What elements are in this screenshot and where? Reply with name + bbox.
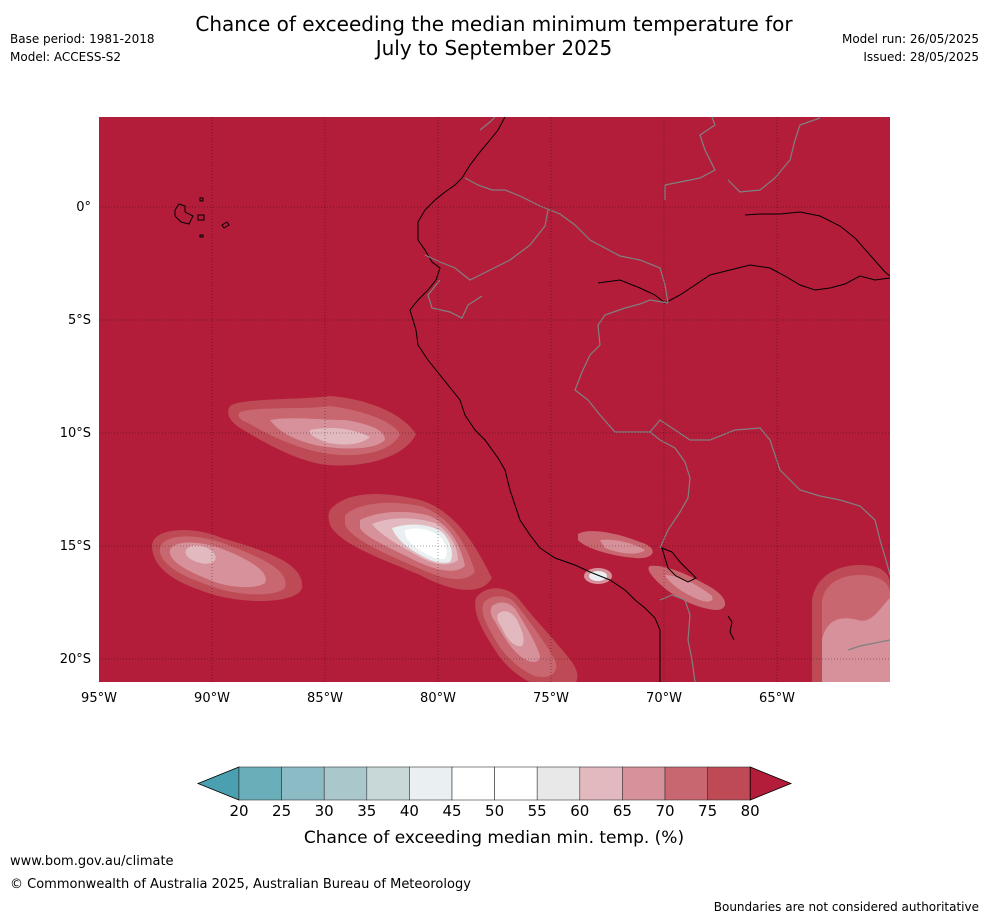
title-line-1: Chance of exceeding the median minimum t… [195,12,793,36]
colorbar-tick-label: 40 [400,802,419,820]
colorbar-segment [409,766,453,801]
lake-titicaca [661,547,697,583]
chile-bolivia-border [659,594,696,682]
colorbar-tick-label: 35 [357,802,376,820]
colorbar-segment [707,766,751,801]
issued-date: Issued: 28/05/2025 [863,50,979,64]
lon-label: 90°W [194,691,230,706]
anomaly-arequipa-point [584,568,612,584]
lat-label: 15°S [60,539,91,554]
colorbar-segment [366,766,410,801]
footer-copyright: © Commonwealth of Australia 2025, Austra… [10,877,471,892]
anomaly-bolivia-southeast [812,565,890,682]
colorbar-segment [536,766,581,801]
colombia-venezuela-border [464,117,669,304]
graticule [99,117,890,682]
lake-poopo [727,615,735,641]
colorbar-segment [323,766,368,801]
model-name: Model: ACCESS-S2 [10,50,122,64]
anomaly-west-of-peru-central [328,494,492,590]
galapagos-islands [174,197,230,238]
colorbar-tick-label: 25 [272,802,291,820]
colorbar-segment [579,766,623,801]
lon-label: 75°W [533,691,569,706]
colorbar-extend-high [749,766,793,801]
peru-brazil-border [574,299,691,549]
longitude-labels: 95°W 90°W 85°W 80°W 75°W 70°W 65°W [81,691,795,706]
colorbar-tick-label: 55 [528,802,547,820]
footer-website: www.bom.gov.au/climate [10,854,174,869]
colorbar-segment [494,766,538,801]
meta-left: Base period: 1981-2018 Model: ACCESS-S2 [10,30,155,66]
meta-right: Model run: 26/05/2025 Issued: 28/05/2025 [842,30,979,66]
lon-label: 70°W [646,691,682,706]
colorbar-tick-label: 45 [442,802,461,820]
colorbar-extend-low [196,766,240,801]
ecuador-southern-border [427,279,483,319]
colorbar-tick-label: 50 [485,802,504,820]
colombia-brazil-border [664,117,821,200]
colorbar-segment [622,766,666,801]
probability-anomalies [152,396,890,682]
lat-label: 20°S [60,652,91,667]
anomaly-galapagos-south [152,530,303,602]
colorbar-segment [451,766,495,801]
latitude-labels: 0° 5°S 10°S 15°S 20°S [60,200,91,667]
colorbar-segment [281,766,325,801]
colorbar-tick-label: 65 [613,802,632,820]
lon-label: 95°W [81,691,117,706]
anomaly-offshore-south-peru [475,588,578,682]
lat-label: 5°S [68,313,91,328]
colorbar-ticks: 20 25 30 35 40 45 50 55 60 65 70 75 80 [229,802,759,820]
country-borders [424,117,890,682]
anomaly-altiplano [578,531,726,610]
lon-label: 80°W [420,691,456,706]
colorbar-segment [664,766,708,801]
title-line-2: July to September 2025 [375,36,613,60]
colorbar-tick-label: 30 [315,802,334,820]
bolivia-paraguay-border [847,639,890,651]
lon-label: 85°W [307,691,343,706]
south-america-coastline [409,117,661,682]
coastlines [174,117,890,682]
lon-label: 65°W [759,691,795,706]
colorbar-tick-label: 60 [570,802,589,820]
footer-disclaimer: Boundaries are not considered authoritat… [714,900,979,914]
ecuador-peru-border [424,209,549,281]
model-run: Model run: 26/05/2025 [841,32,979,46]
lat-label: 0° [76,200,91,215]
colorbar-tick-label: 75 [698,802,717,820]
amazon-north-tributary [744,211,890,277]
lat-label: 10°S [60,426,91,441]
anomaly-west-of-peru-north [228,396,416,466]
colorbar-segment [238,766,282,801]
colorbar-tick-label: 80 [741,802,760,820]
colorbar-tick-label: 70 [655,802,674,820]
map-title: Chance of exceeding the median minimum t… [0,12,988,60]
colorbar-tick-label: 20 [229,802,248,820]
colorbar [196,766,793,801]
brazil-bolivia-border [649,419,890,576]
amazon-river [597,264,890,304]
colorbar-label: Chance of exceeding median min. temp. (%… [304,828,684,848]
base-period: Base period: 1981-2018 [10,32,155,46]
